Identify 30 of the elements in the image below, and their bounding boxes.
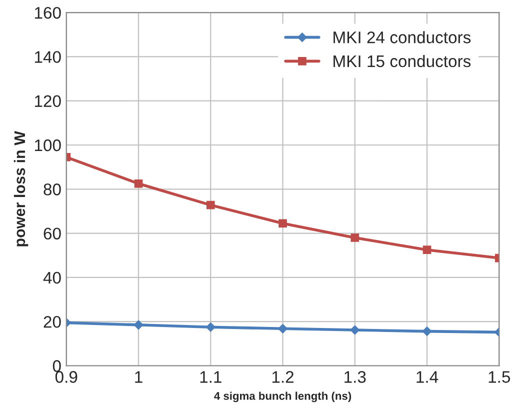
y-tick-label: 40 bbox=[43, 272, 61, 284]
point bbox=[422, 246, 432, 254]
point bbox=[278, 219, 287, 228]
y-axis-title: power loss in W bbox=[14, 131, 28, 246]
x-tick-label: 1.5 bbox=[488, 371, 510, 383]
point bbox=[134, 179, 143, 188]
point bbox=[422, 326, 432, 336]
point bbox=[206, 322, 216, 332]
y-tick-label: 60 bbox=[44, 228, 61, 240]
y-tick-label: 120 bbox=[34, 95, 61, 108]
x-tick-label: 1.2 bbox=[272, 371, 294, 383]
x-tick-label: 1.4 bbox=[416, 371, 438, 383]
legend-label: MKI 15 conductors bbox=[334, 54, 471, 68]
x-tick-label: 1 bbox=[135, 371, 142, 383]
y-tick-label: 80 bbox=[44, 184, 61, 196]
point bbox=[134, 320, 144, 330]
point bbox=[206, 200, 215, 210]
point bbox=[278, 324, 288, 334]
legend-label: MKI 24 conductors bbox=[334, 31, 471, 44]
y-tick-label: 20 bbox=[44, 316, 61, 328]
x-tick-label: 0.9 bbox=[55, 371, 78, 383]
x-axis-title: 4 sigma bunch length (ns) bbox=[214, 392, 352, 402]
y-tick-label: 100 bbox=[34, 139, 61, 152]
x-tick-label: 1.3 bbox=[344, 371, 366, 383]
y-tick-label: 140 bbox=[34, 51, 61, 63]
point bbox=[350, 234, 360, 242]
y-tick-label: 160 bbox=[34, 6, 61, 19]
y-tick-label: 0 bbox=[52, 360, 61, 372]
x-tick-label: 1.1 bbox=[200, 371, 222, 383]
point bbox=[350, 325, 360, 335]
